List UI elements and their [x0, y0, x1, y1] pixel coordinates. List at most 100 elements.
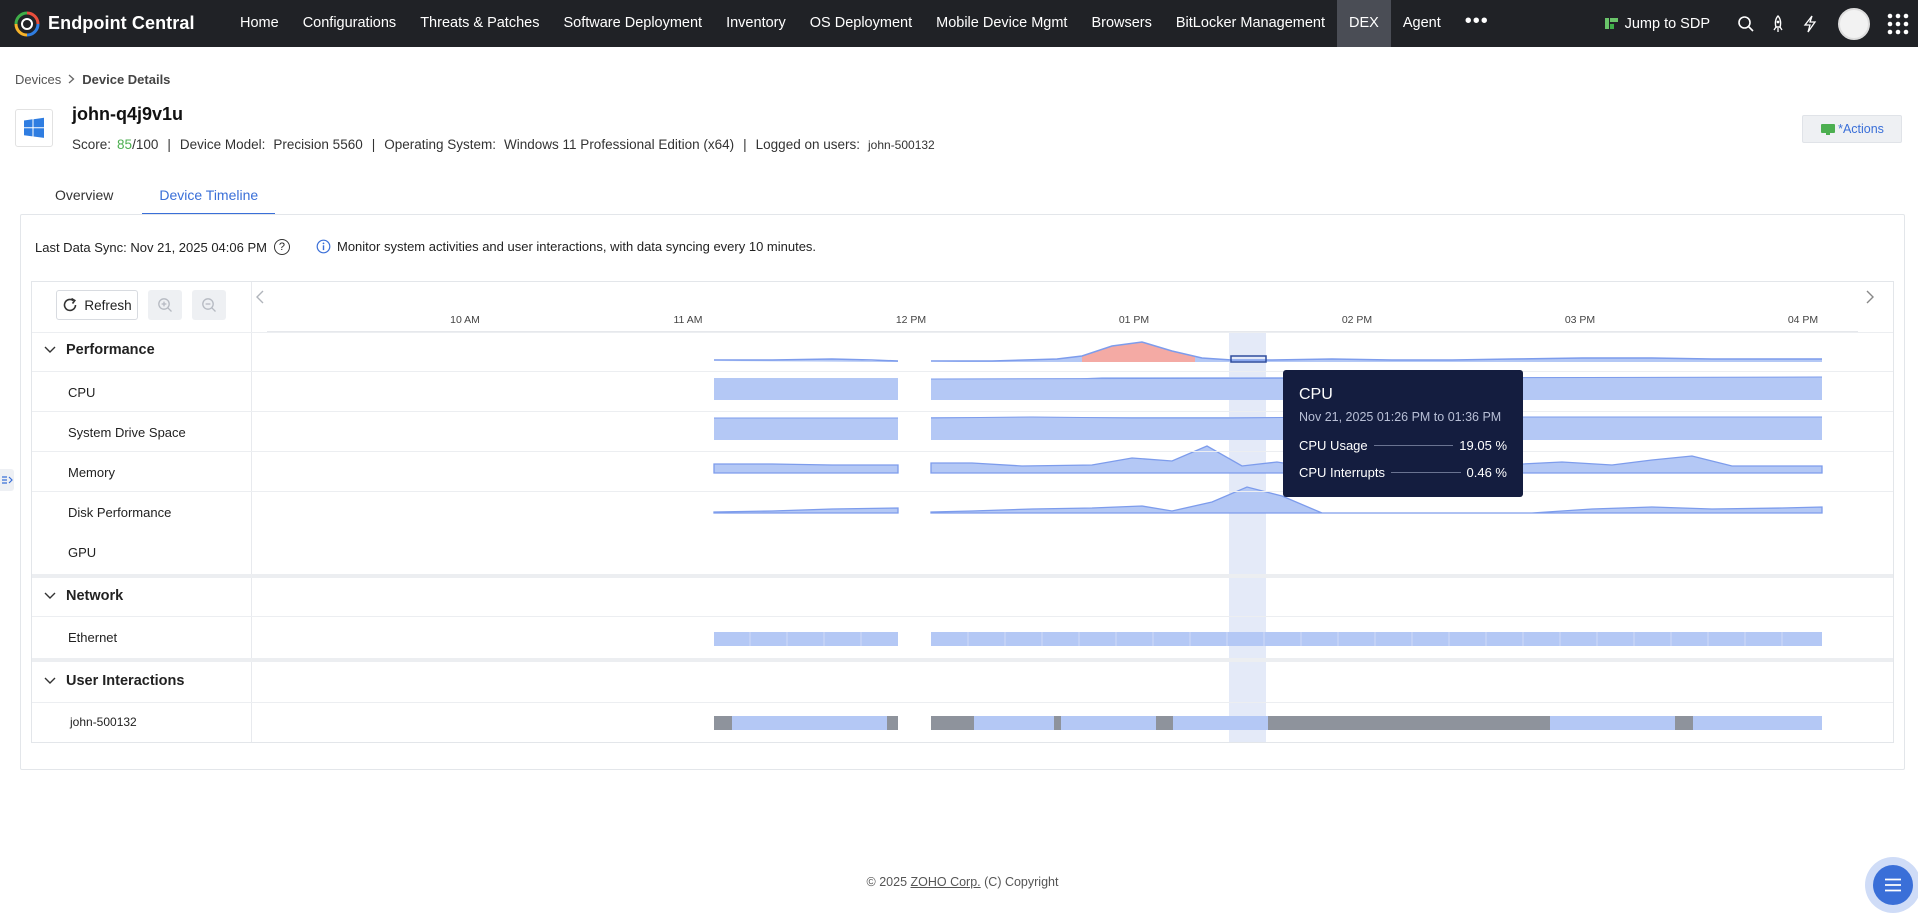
row-divider	[32, 491, 1893, 492]
nav-item-threats-patches[interactable]: Threats & Patches	[420, 15, 540, 31]
tab-overview[interactable]: Overview	[55, 187, 114, 203]
row-divider	[32, 616, 1893, 617]
group-user-interactions[interactable]: User Interactions	[44, 673, 184, 689]
nav-item-home[interactable]: Home	[240, 15, 279, 31]
app-name: Endpoint Central	[48, 13, 195, 33]
expand-sidebar-icon[interactable]	[0, 469, 14, 491]
hour-label: 10 AM	[450, 314, 480, 326]
footer: © 2025 ZOHO Corp. (C) Copyright	[0, 875, 1918, 889]
os-value: Windows 11 Professional Edition (x64)	[504, 137, 735, 152]
row-divider	[32, 702, 1893, 703]
cpu-selected-point	[1230, 355, 1267, 363]
row-disk-label: Disk Performance	[68, 505, 172, 520]
info-message: Monitor system activities and user inter…	[316, 239, 816, 254]
ethernet-bar-a	[714, 632, 898, 646]
memory-bar-a	[714, 418, 898, 440]
timeline-card	[20, 214, 1905, 770]
separator: |	[743, 137, 747, 152]
row-user-label: john-500132	[70, 715, 137, 729]
hour-label: 11 AM	[673, 314, 703, 326]
breadcrumb-devices-link[interactable]: Devices	[15, 72, 62, 87]
separator: |	[167, 137, 171, 152]
footer-prefix: © 2025	[866, 875, 911, 889]
search-icon[interactable]	[1730, 0, 1762, 47]
hour-label: 01 PM	[1118, 314, 1150, 326]
last-sync-text: Last Data Sync: Nov 21, 2025 04:06 PM	[35, 239, 267, 255]
row-system-drive-label: System Drive Space	[68, 425, 186, 440]
device-model-label: Device Model:	[179, 137, 266, 152]
windows-icon	[15, 109, 53, 147]
cpu-series-line	[714, 341, 1822, 362]
info-icon	[316, 239, 331, 254]
timeline-toolbar: Refresh	[56, 290, 226, 320]
chevron-right-icon	[68, 72, 75, 87]
brand[interactable]: Endpoint Central	[0, 11, 220, 37]
timeline-next-icon[interactable]	[1865, 288, 1875, 309]
menu-icon	[1873, 865, 1913, 905]
jump-to-sdp-label: Jump to SDP	[1624, 15, 1710, 32]
nav-item-agent[interactable]: Agent	[1402, 15, 1441, 31]
device-model-value: Precision 5560	[273, 137, 363, 152]
chevron-down-icon	[44, 677, 56, 684]
hour-label: 04 PM	[1787, 314, 1819, 326]
group-network-label: Network	[66, 588, 124, 604]
nav-item-bitlocker-management[interactable]: BitLocker Management	[1175, 15, 1325, 31]
actions-button[interactable]: *Actions	[1802, 115, 1902, 143]
os-label: Operating System:	[384, 137, 497, 152]
tab-device-timeline[interactable]: Device Timeline	[142, 180, 276, 215]
nav-item-os-deployment[interactable]: OS Deployment	[809, 15, 913, 31]
device-name: john-q4j9v1u	[72, 104, 184, 124]
actions-label: *Actions	[1838, 122, 1884, 136]
nav-item-inventory[interactable]: Inventory	[726, 15, 786, 31]
row-gpu-label: GPU	[68, 545, 97, 560]
logged-users-label: Logged on users:	[755, 137, 860, 152]
nav-item-dex[interactable]: DEX	[1337, 0, 1391, 47]
breadcrumb-current: Device Details	[82, 72, 171, 87]
group-performance-label: Performance	[66, 342, 155, 358]
row-divider	[32, 371, 1893, 372]
row-divider	[32, 411, 1893, 412]
row-ethernet-label: Ethernet	[68, 630, 118, 645]
zoom-out-icon[interactable]	[192, 290, 226, 320]
help-icon[interactable]: ?	[273, 239, 290, 255]
system-drive-bar-a	[714, 378, 898, 400]
nav-item-mobile-device-mgmt[interactable]: Mobile Device Mgmt	[936, 15, 1068, 31]
more-menu-icon[interactable]: •••	[1464, 10, 1489, 32]
refresh-button[interactable]: Refresh	[56, 290, 138, 320]
breadcrumb: Devices Device Details	[15, 72, 170, 87]
help-menu-button[interactable]	[1865, 857, 1918, 913]
nav-item-configurations[interactable]: Configurations	[302, 15, 397, 31]
lightning-icon[interactable]	[1794, 0, 1826, 47]
tooltip-metric-label: CPU Interrupts	[1299, 465, 1385, 480]
monitor-icon	[1821, 123, 1836, 135]
footer-suffix: (C) Copyright	[980, 875, 1059, 889]
jump-to-sdp-link[interactable]: Jump to SDP	[1604, 16, 1710, 32]
app-grid-icon[interactable]	[1878, 13, 1918, 35]
zoom-in-icon[interactable]	[148, 290, 182, 320]
user-session-bar-a	[714, 716, 898, 730]
rocket-icon[interactable]	[1762, 0, 1794, 47]
footer-company-link[interactable]: ZOHO Corp.	[910, 875, 981, 889]
row-divider	[32, 332, 1893, 333]
tooltip-range: Nov 21, 2025 01:26 PM to 01:36 PM	[1299, 410, 1502, 424]
hour-label: 12 PM	[895, 314, 927, 326]
nav-item-software-deployment[interactable]: Software Deployment	[563, 15, 703, 31]
cpu-tooltip: CPU Nov 21, 2025 01:26 PM to 01:36 PM CP…	[1283, 370, 1523, 497]
tooltip-leader-line	[1390, 472, 1461, 473]
hour-axis-line	[267, 331, 1858, 332]
tooltip-metric-value: 19.05 %	[1459, 438, 1507, 453]
nav-item-browsers[interactable]: Browsers	[1091, 15, 1152, 31]
row-divider	[32, 451, 1893, 452]
top-navigation-bar: Endpoint Central Home Configurations Threa…	[0, 0, 1918, 47]
hour-label: 03 PM	[1564, 314, 1596, 326]
gpu-area	[713, 486, 1823, 514]
group-performance[interactable]: Performance	[44, 342, 155, 358]
logged-users-value[interactable]: john-500132	[868, 137, 935, 152]
tabs: Overview Device Timeline	[38, 180, 287, 215]
user-avatar[interactable]	[1838, 7, 1870, 40]
timeline-prev-icon[interactable]	[255, 288, 265, 309]
tooltip-metric-value: 0.46 %	[1466, 465, 1507, 480]
row-cpu-label: CPU	[68, 385, 96, 400]
main-nav: Home Configurations Threats & Patches Softw…	[228, 0, 1501, 47]
group-network[interactable]: Network	[44, 588, 123, 604]
